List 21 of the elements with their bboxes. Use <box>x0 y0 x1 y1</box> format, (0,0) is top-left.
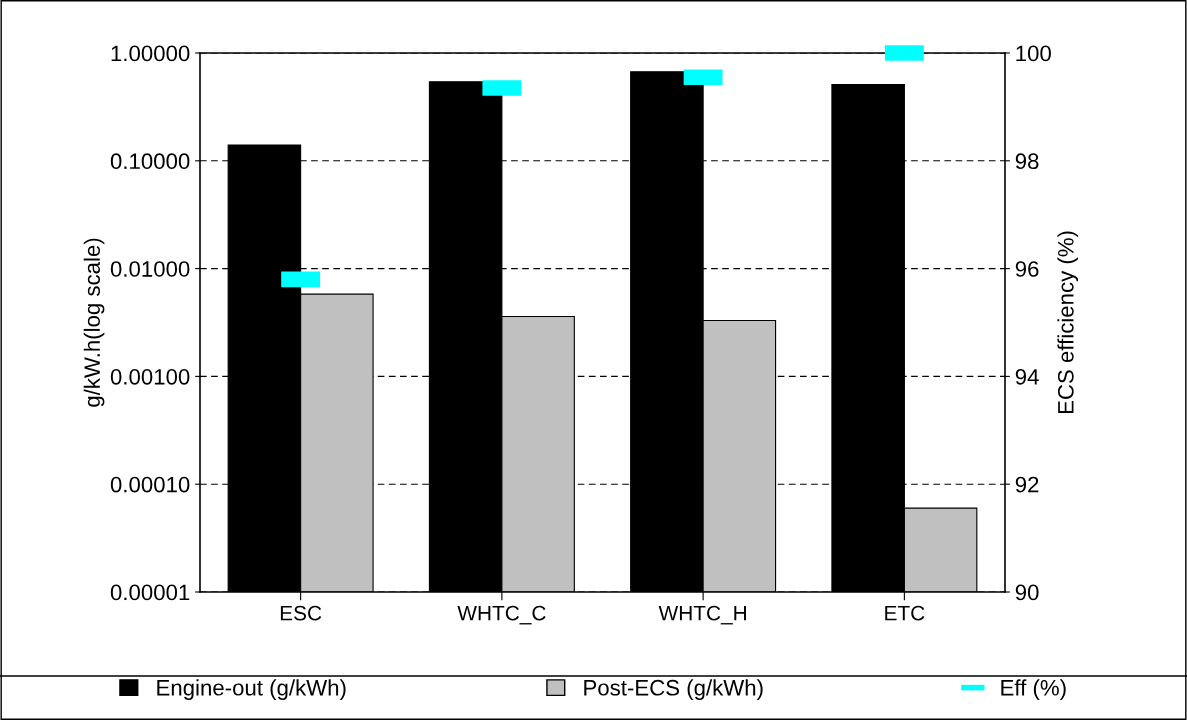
y-tick-label: 0.10000 <box>110 153 190 170</box>
y2-tick-label: 94 <box>1015 368 1039 385</box>
y-axis-title: g/kW.h(log scale) <box>83 238 105 407</box>
y-tick-label: 0.01000 <box>110 261 190 277</box>
legend-label: Engine-out (g/kWh) <box>157 679 346 700</box>
x-tick-label: WHTC_C <box>457 605 546 625</box>
y-tick-label: 0.00010 <box>110 476 190 493</box>
y2-tick-label: 92 <box>1015 476 1039 493</box>
y-tick-label: 0.00100 <box>110 368 190 385</box>
y2-tick-label: 98 <box>1015 153 1039 170</box>
y2-tick-label: 96 <box>1015 261 1039 277</box>
x-tick-label: ESC <box>280 605 322 621</box>
x-tick-label: ETC <box>885 605 925 621</box>
x-tick-label: WHTC_H <box>658 605 746 625</box>
y2-tick-label: 100 <box>1016 45 1051 62</box>
legend-label: Eff (%) <box>1001 679 1066 700</box>
legend-label: Post-ECS (g/kWh) <box>584 679 763 700</box>
y-tick-label: 1.00000 <box>111 45 190 62</box>
y2-axis-title: ECS efficiency (%) <box>1057 231 1079 414</box>
y-tick-label: 0.00001 <box>110 584 190 601</box>
y2-tick-label: 90 <box>1015 584 1039 601</box>
